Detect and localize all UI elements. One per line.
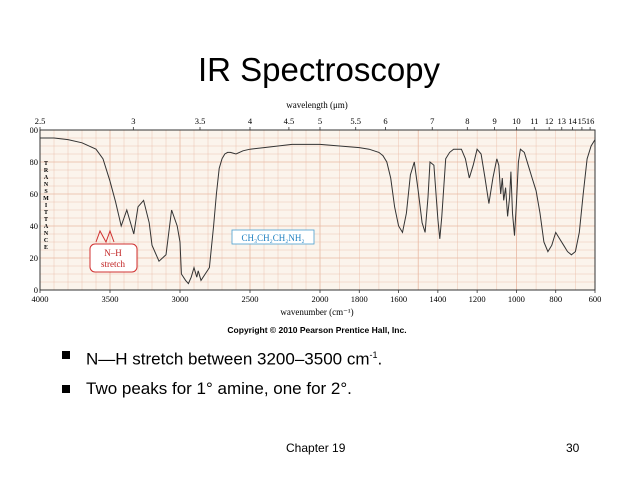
compound-formula: CH₃CH₂CH₂NH₂ (241, 233, 304, 243)
nh-stretch-annotation: N–H stretch (89, 229, 138, 273)
annotation-line-1: N–H (104, 248, 122, 258)
top-tick-label: 11 (530, 116, 538, 126)
y-axis-label-letter: E (44, 245, 48, 251)
compound-label: CH₃CH₂CH₂NH₂ (231, 229, 315, 245)
y-tick-label: 0 (34, 285, 38, 295)
x-axis-label: wavenumber (cm⁻¹) (280, 307, 353, 317)
y-axis-label-letter: I (45, 203, 48, 209)
annotation-bracket (95, 229, 115, 244)
bullet-text: Two peaks for 1° amine, one for 2°. (86, 379, 352, 398)
top-tick-label: 3.5 (195, 116, 206, 126)
annotation-line-2: stretch (101, 259, 125, 269)
x-tick-label: 3500 (102, 294, 119, 304)
y-tick-label: 60 (30, 189, 38, 199)
y-axis-label-letter: T (44, 210, 48, 216)
top-tick-label: 9 (492, 116, 496, 126)
top-tick-label: 2.5 (35, 116, 46, 126)
annotation-box (89, 243, 138, 273)
ir-spectrum-chart: 4000 3500 3000 2500 2000 1800 1600 1400 1200 1000… (30, 100, 601, 335)
top-tick-label: 3 (131, 116, 135, 126)
top-tick-label: 16 (586, 116, 595, 126)
chart-axes (39, 129, 596, 291)
slide-number: 30 (566, 441, 580, 455)
y-tick-label: 80 (30, 157, 38, 167)
y-axis-label-letter: T (44, 161, 48, 167)
bullet-marker-icon (62, 351, 70, 359)
y-tick-label: 20 (30, 253, 38, 263)
y-axis-label-letter: S (44, 189, 48, 195)
top-tick-label: 15 (578, 116, 587, 126)
top-tick-label: 7 (430, 116, 434, 126)
x-tick-label: 1600 (390, 294, 407, 304)
x-tick-label: 800 (549, 294, 562, 304)
y-axis-label-letter: N (44, 231, 49, 237)
top-tick-label: 8 (465, 116, 469, 126)
x-tick-label: 1200 (469, 294, 486, 304)
copyright-text: Copyright © 2010 Pearson Prentice Hall, … (227, 325, 406, 335)
compound-box (231, 229, 315, 245)
top-tick-label: 10 (512, 116, 521, 126)
bullet-tail: . (377, 349, 383, 369)
x-tick-label: 2000 (312, 294, 329, 304)
y-axis-label-letter: R (44, 168, 49, 174)
top-tick-label: 5.5 (350, 116, 361, 126)
x-tick-label: 1000 (508, 294, 525, 304)
bullet-item: N—H stretch between 3200–3500 cm-1. (62, 344, 622, 369)
y-axis-label-letter: C (44, 238, 48, 244)
x-tick-label: 600 (589, 294, 602, 304)
x-tick-label: 4000 (32, 294, 49, 304)
top-tick-label: 13 (558, 116, 567, 126)
top-axis-label: wavelength (μm) (286, 100, 348, 110)
y-axis-label-letter: A (44, 224, 49, 230)
top-tick-label: 6 (383, 116, 387, 126)
chart-ticks: 4000 3500 3000 2500 2000 1800 1600 1400 1200 1000… (30, 116, 601, 304)
bullet-marker-icon (62, 385, 70, 393)
plot-frame (39, 129, 596, 291)
y-tick-label: 100 (30, 125, 38, 135)
x-tick-label: 2500 (242, 294, 259, 304)
top-tick-label: 5 (318, 116, 322, 126)
bullet-item: Two peaks for 1° amine, one for 2°. (62, 378, 622, 402)
top-tick-label: 4.5 (284, 116, 295, 126)
top-tick-label: 14 (568, 116, 577, 126)
y-axis-label-letter: M (43, 196, 49, 202)
bullet-list: N—H stretch between 3200–3500 cm-1. Two … (62, 344, 622, 412)
x-tick-label: 1400 (429, 294, 446, 304)
spectrum-trace (40, 137, 596, 285)
y-axis-label-letter: A (44, 175, 49, 181)
top-tick-label: 4 (248, 116, 253, 126)
x-tick-label: 1800 (351, 294, 368, 304)
footer-chapter: Chapter 19 (286, 441, 346, 455)
x-tick-label: 3000 (172, 294, 189, 304)
bullet-text: N—H stretch between 3200–3500 cm (86, 349, 370, 369)
y-axis-label-letter: N (44, 182, 49, 188)
y-axis-label-letter: T (44, 217, 48, 223)
slide-title: IR Spectroscopy (197, 51, 441, 88)
bullet-superscript: -1 (369, 350, 378, 360)
y-tick-label: 40 (30, 221, 38, 231)
top-tick-label: 12 (545, 116, 554, 126)
